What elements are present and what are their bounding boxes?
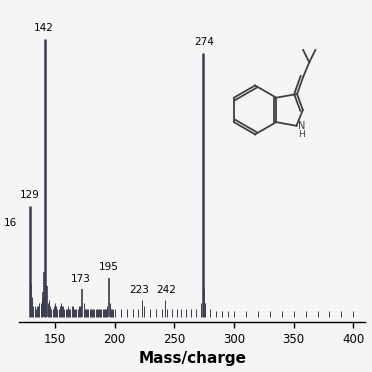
Text: 195: 195 <box>99 262 119 272</box>
Text: 223: 223 <box>130 285 150 295</box>
Text: 274: 274 <box>194 37 214 47</box>
Text: 242: 242 <box>156 285 176 295</box>
Text: 129: 129 <box>20 190 40 200</box>
Text: 173: 173 <box>71 273 91 283</box>
Text: 16: 16 <box>4 218 17 228</box>
X-axis label: Mass/charge: Mass/charge <box>138 352 246 366</box>
Text: 142: 142 <box>34 23 54 33</box>
